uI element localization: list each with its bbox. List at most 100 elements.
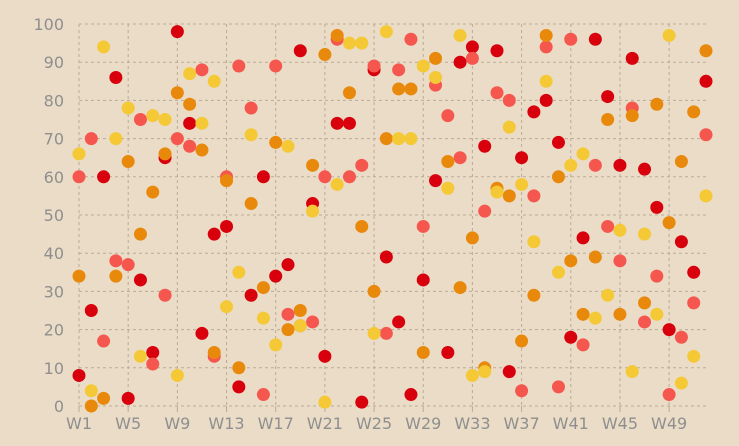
data-point xyxy=(527,105,541,119)
data-point xyxy=(232,380,246,394)
x-tick-label: W5 xyxy=(115,414,141,433)
data-point xyxy=(416,346,430,360)
data-point xyxy=(232,265,246,279)
data-point xyxy=(97,334,111,348)
x-tick-label: W29 xyxy=(405,414,441,433)
data-point xyxy=(330,177,344,191)
data-point xyxy=(687,296,701,310)
data-point xyxy=(318,170,332,184)
data-point xyxy=(207,227,221,241)
data-point xyxy=(355,36,369,50)
x-tick-label: W25 xyxy=(356,414,392,433)
data-point xyxy=(342,116,356,130)
data-point xyxy=(281,258,295,272)
data-point xyxy=(392,132,406,146)
data-point xyxy=(429,51,443,65)
data-point xyxy=(97,391,111,405)
data-point xyxy=(342,36,356,50)
data-point xyxy=(220,300,234,314)
data-point xyxy=(465,231,479,245)
data-point xyxy=(318,349,332,363)
data-point xyxy=(625,51,639,65)
data-point xyxy=(84,384,98,398)
data-point xyxy=(121,258,135,272)
data-point xyxy=(195,326,209,340)
data-point xyxy=(318,48,332,62)
data-point xyxy=(515,177,529,191)
data-point xyxy=(601,219,615,233)
data-point xyxy=(146,185,160,199)
data-point xyxy=(269,59,283,73)
data-point xyxy=(490,86,504,100)
data-point xyxy=(527,235,541,249)
data-point xyxy=(330,116,344,130)
data-point xyxy=(662,388,676,402)
y-tick-label: 70 xyxy=(44,130,64,149)
data-point xyxy=(355,395,369,409)
data-point xyxy=(453,28,467,42)
data-point xyxy=(97,170,111,184)
data-point xyxy=(687,349,701,363)
y-tick-label: 50 xyxy=(44,206,64,225)
data-point xyxy=(650,269,664,283)
data-point xyxy=(379,132,393,146)
data-point xyxy=(306,315,320,329)
data-point xyxy=(183,97,197,111)
data-point xyxy=(244,101,258,115)
data-point xyxy=(109,269,123,283)
data-point xyxy=(429,174,443,188)
data-point xyxy=(195,143,209,157)
data-point xyxy=(281,139,295,153)
data-point xyxy=(72,368,86,382)
data-point xyxy=(146,346,160,360)
data-point xyxy=(625,365,639,379)
y-tick-label: 20 xyxy=(44,321,64,340)
data-point xyxy=(699,44,713,58)
data-point xyxy=(478,139,492,153)
data-point xyxy=(109,254,123,268)
data-point xyxy=(281,307,295,321)
data-point xyxy=(146,357,160,371)
data-point xyxy=(195,63,209,77)
data-point xyxy=(527,288,541,302)
data-point xyxy=(269,338,283,352)
data-point xyxy=(404,32,418,46)
data-point xyxy=(441,181,455,195)
data-point xyxy=(183,116,197,130)
x-tick-label: W1 xyxy=(66,414,92,433)
data-point xyxy=(662,216,676,230)
data-point xyxy=(342,86,356,100)
data-point xyxy=(502,189,516,203)
data-point xyxy=(367,59,381,73)
data-point xyxy=(256,170,270,184)
data-point xyxy=(404,388,418,402)
data-point xyxy=(576,338,590,352)
data-point xyxy=(293,44,307,58)
data-point xyxy=(674,155,688,169)
data-point xyxy=(515,384,529,398)
y-axis-ticks: 0 10 20 30 40 50 60 70 80 90 100 xyxy=(33,15,64,416)
data-point xyxy=(564,254,578,268)
data-point xyxy=(502,365,516,379)
data-point xyxy=(256,281,270,295)
data-point xyxy=(379,25,393,39)
data-point xyxy=(133,227,147,241)
x-tick-label: W37 xyxy=(503,414,539,433)
data-point xyxy=(84,132,98,146)
data-point xyxy=(429,70,443,84)
data-point xyxy=(539,28,553,42)
data-point xyxy=(625,109,639,123)
data-point xyxy=(170,25,184,39)
data-point xyxy=(564,32,578,46)
data-point xyxy=(220,219,234,233)
data-point xyxy=(638,296,652,310)
data-point xyxy=(109,70,123,84)
data-point xyxy=(183,139,197,153)
data-point xyxy=(379,326,393,340)
data-point xyxy=(478,204,492,218)
data-point xyxy=(564,158,578,172)
x-tick-label: W33 xyxy=(454,414,490,433)
data-point xyxy=(170,86,184,100)
data-point xyxy=(638,162,652,176)
data-point xyxy=(256,311,270,325)
